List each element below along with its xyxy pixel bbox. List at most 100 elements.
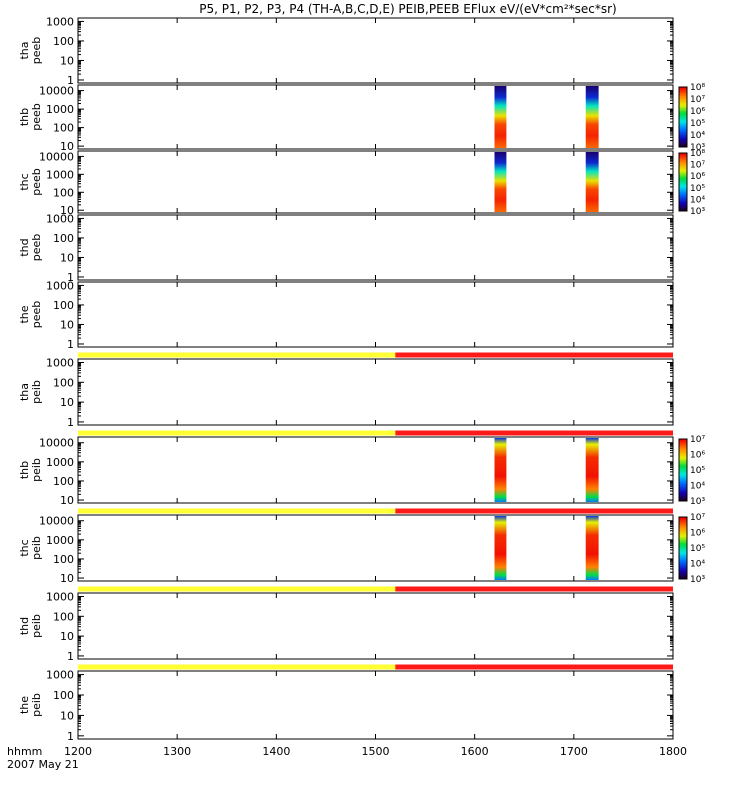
colorbar-step-thc-peib-14 [679, 538, 687, 541]
ytick-label-the-peib-2: 10 [60, 709, 74, 722]
colorbar-step-thb-peib-5 [679, 446, 687, 449]
panel-frame-tha-peib [77, 358, 674, 426]
colorbar-step-thc-peib-9 [679, 530, 687, 533]
panel-thd-peeb: 1000 100 10 1 thd peeb [18, 212, 674, 284]
colorbar-step-thc-peeb-14 [679, 173, 687, 176]
colorbar-step-thc-peib-11 [679, 534, 687, 537]
ytick-label-thd-peeb-2: 10 [60, 251, 74, 264]
colorbar-step-thc-peib-10 [679, 532, 687, 535]
colorbar-step-thc-peeb-11 [679, 168, 687, 171]
colorbar-step-thc-peeb-33 [679, 200, 687, 203]
colorbar-step-thc-peib-35 [679, 571, 687, 574]
ytick-label-thd-peeb-0: 1000 [46, 212, 74, 225]
colorbar-step-thb-peeb-0 [679, 87, 687, 89]
data-band-thb-peib-1 [494, 438, 507, 502]
colorbar-step-thc-peib-6 [679, 526, 687, 529]
ytick-label-the-peib-1: 100 [53, 689, 74, 702]
colorbar-step-thb-peeb-26 [679, 126, 687, 128]
panel-label-probe-tha-peib: tha [18, 383, 31, 401]
colorbar-step-thb-peeb-12 [679, 105, 687, 107]
colorbar-step-thb-peib-32 [679, 488, 687, 491]
colorbar-label-thc-peib-3: 10⁴ [690, 560, 705, 570]
colorbar-step-thb-peeb-18 [679, 114, 687, 116]
colorbar-step-thc-peeb-10 [679, 167, 687, 170]
colorbar-label-thc-peeb-0: 10⁸ [690, 149, 705, 159]
colorbar-step-thb-peib-14 [679, 460, 687, 463]
colorbar-step-thb-peeb-9 [679, 100, 687, 103]
mode-bar-yellow-the-peib [78, 664, 396, 670]
colorbar-step-thb-peeb-38 [679, 144, 687, 146]
x-axis-label-top: hhmm [7, 745, 42, 758]
colorbar-step-thb-peeb-36 [679, 141, 687, 143]
colorbar-step-thc-peeb-9 [679, 166, 687, 168]
colorbar-step-thb-peib-2 [679, 442, 687, 445]
panel-frame-tha-peeb [77, 17, 674, 84]
colorbar-step-thc-peeb-2 [679, 155, 687, 158]
panel-label-probe-tha-peeb: tha [18, 41, 31, 59]
ytick-label-tha-peeb-2: 10 [60, 54, 74, 67]
colorbar-step-thb-peib-18 [679, 466, 687, 469]
colorbar-step-thc-peib-23 [679, 552, 687, 555]
panel-label-product-thc-peib: peib [30, 536, 43, 560]
panel-label-product-tha-peeb: peeb [30, 37, 43, 65]
mode-bar-red-thb-peib [395, 430, 673, 436]
ytick-label-thb-peeb-3: 10 [60, 140, 74, 153]
panel-label-product-the-peib: peib [30, 693, 43, 717]
colorbar-step-thb-peeb-6 [679, 96, 687, 98]
xtick-label-5: 1700 [560, 745, 588, 758]
colorbar-step-thb-peeb-30 [679, 132, 687, 134]
data-band-thc-peeb-1 [494, 152, 507, 212]
colorbar-step-thc-peib-20 [679, 548, 687, 551]
mode-bar-yellow-thd-peib [78, 586, 396, 592]
colorbar-step-thc-peeb-5 [679, 160, 687, 163]
colorbar-step-thb-peib-19 [679, 468, 687, 471]
panel-frame-thc-peeb [77, 150, 674, 214]
colorbar-step-thb-peeb-3 [679, 91, 687, 94]
colorbar-step-thb-peib-38 [679, 497, 687, 500]
colorbar-step-thb-peib-33 [679, 490, 687, 493]
colorbar-label-thb-peeb-2: 10⁶ [690, 107, 705, 117]
colorbar-step-thb-peib-12 [679, 457, 687, 460]
colorbar-step-thb-peib-15 [679, 462, 687, 465]
colorbar-step-thb-peeb-32 [679, 135, 687, 137]
colorbar-step-thb-peeb-13 [679, 106, 687, 109]
colorbar-label-thb-peib-4: 10³ [690, 497, 705, 507]
colorbar-label-thc-peeb-4: 10⁴ [690, 195, 705, 205]
panel-tha-peeb: 1000 100 10 1 tha peeb [18, 15, 674, 87]
ytick-label-the-peib-0: 1000 [46, 669, 74, 682]
panel-thb-peib: 10000 1000 100 10 thb peib 10⁷ 10⁶ 10⁵ 10⁴ 10³ [18, 430, 705, 507]
colorbar-step-thc-peib-37 [679, 574, 687, 577]
colorbar-label-thb-peib-3: 10⁴ [690, 482, 705, 492]
colorbar-step-thb-peeb-23 [679, 121, 687, 124]
panel-label-probe-the-peeb: the [18, 305, 31, 323]
colorbar-step-thc-peeb-8 [679, 164, 687, 167]
colorbar-step-thc-peeb-23 [679, 186, 687, 189]
panel-thc-peib: 10000 1000 100 10 thc peib 10⁷ 10⁶ 10⁵ 10⁴ 10³ [18, 508, 705, 585]
colorbar-step-thc-peib-1 [679, 518, 687, 521]
colorbar-label-thc-peib-4: 10³ [690, 575, 705, 585]
ytick-label-thc-peeb-0: 10000 [39, 150, 74, 163]
colorbar-step-thc-peib-27 [679, 558, 687, 561]
mode-bar-red-the-peib [395, 664, 673, 670]
colorbar-label-thc-peib-0: 10⁷ [690, 513, 705, 523]
ytick-label-thb-peib-3: 10 [60, 494, 74, 507]
colorbar-step-thc-peeb-18 [679, 179, 687, 182]
colorbar-step-thb-peib-39 [679, 499, 687, 502]
colorbar-step-thb-peeb-7 [679, 97, 687, 100]
panel-label-probe-thd-peib: thd [18, 617, 31, 635]
mode-bar-red-thd-peib [395, 586, 673, 592]
colorbar-step-thb-peeb-4 [679, 93, 687, 95]
data-band-thb-peib-2 [585, 438, 599, 502]
colorbar-thb-peib: 10⁷ 10⁶ 10⁵ 10⁴ 10³ [678, 435, 705, 507]
ytick-label-thb-peib-1: 1000 [46, 456, 74, 469]
panel-label-product-thb-peeb: peeb [30, 103, 43, 131]
panel-frame-the-peib [77, 670, 674, 740]
ytick-label-thb-peeb-2: 100 [53, 122, 74, 135]
colorbar-label-thc-peeb-5: 10³ [690, 207, 705, 217]
ytick-label-thb-peib-2: 100 [53, 475, 74, 488]
ytick-label-thc-peeb-3: 10 [60, 204, 74, 217]
colorbar-label-thc-peib-1: 10⁶ [690, 529, 705, 539]
colorbar-step-thb-peeb-21 [679, 118, 687, 121]
colorbar-step-thc-peeb-38 [679, 208, 687, 211]
